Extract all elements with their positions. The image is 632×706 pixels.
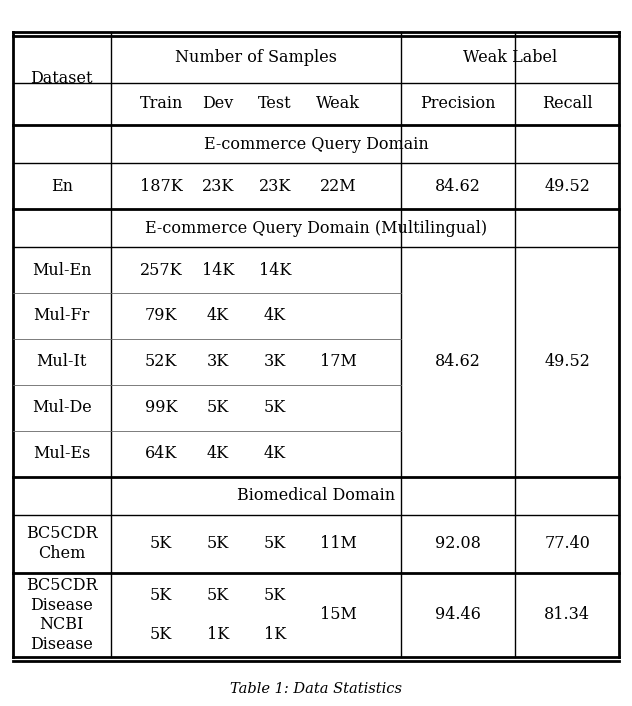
Text: Mul-It: Mul-It (37, 353, 87, 371)
Text: 77.40: 77.40 (544, 535, 590, 552)
Text: 81.34: 81.34 (544, 606, 590, 623)
Text: En: En (51, 177, 73, 195)
Text: 5K: 5K (207, 399, 229, 417)
Text: 5K: 5K (207, 587, 229, 604)
Text: 5K: 5K (150, 587, 173, 604)
Text: 84.62: 84.62 (435, 177, 481, 195)
Text: BC5CDR
Disease
NCBI
Disease: BC5CDR Disease NCBI Disease (26, 577, 97, 653)
Text: 99K: 99K (145, 399, 178, 417)
Text: Mul-De: Mul-De (32, 399, 92, 417)
Text: 23K: 23K (258, 177, 291, 195)
Text: 5K: 5K (264, 535, 286, 552)
Text: Dev: Dev (202, 95, 234, 112)
Text: 5K: 5K (264, 587, 286, 604)
Text: Dataset: Dataset (30, 70, 93, 87)
Text: 3K: 3K (207, 353, 229, 371)
Text: 92.08: 92.08 (435, 535, 481, 552)
Text: 14K: 14K (202, 261, 234, 279)
Text: 4K: 4K (264, 445, 286, 462)
Text: 64K: 64K (145, 445, 178, 462)
Text: 1K: 1K (207, 626, 229, 643)
Text: Precision: Precision (420, 95, 496, 112)
Text: Test: Test (258, 95, 292, 112)
Text: Number of Samples: Number of Samples (175, 49, 337, 66)
Text: 49.52: 49.52 (544, 353, 590, 371)
Text: 5K: 5K (207, 535, 229, 552)
Text: 49.52: 49.52 (544, 177, 590, 195)
Text: 84.62: 84.62 (435, 353, 481, 371)
Text: 52K: 52K (145, 353, 178, 371)
Text: 5K: 5K (264, 399, 286, 417)
Text: 4K: 4K (207, 445, 229, 462)
Text: Train: Train (140, 95, 183, 112)
Text: 5K: 5K (150, 626, 173, 643)
Text: 22M: 22M (320, 177, 356, 195)
Text: Biomedical Domain: Biomedical Domain (237, 487, 395, 504)
Text: 187K: 187K (140, 177, 183, 195)
Text: 3K: 3K (264, 353, 286, 371)
Text: Table 1: Data Statistics: Table 1: Data Statistics (230, 682, 402, 696)
Text: Mul-Es: Mul-Es (33, 445, 90, 462)
Text: Mul-En: Mul-En (32, 261, 92, 279)
Text: 15M: 15M (320, 606, 356, 623)
Text: BC5CDR
Chem: BC5CDR Chem (26, 525, 97, 562)
Text: 1K: 1K (264, 626, 286, 643)
Text: 94.46: 94.46 (435, 606, 481, 623)
Text: 4K: 4K (264, 307, 286, 325)
Text: Weak Label: Weak Label (463, 49, 557, 66)
Text: Weak: Weak (316, 95, 360, 112)
Text: Recall: Recall (542, 95, 593, 112)
Text: 14K: 14K (258, 261, 291, 279)
Text: E-commerce Query Domain (Multilingual): E-commerce Query Domain (Multilingual) (145, 220, 487, 237)
Text: 23K: 23K (202, 177, 234, 195)
Text: Mul-Fr: Mul-Fr (33, 307, 90, 325)
Text: 5K: 5K (150, 535, 173, 552)
Text: E-commerce Query Domain: E-commerce Query Domain (204, 136, 428, 152)
Text: 11M: 11M (320, 535, 356, 552)
Text: 17M: 17M (320, 353, 356, 371)
Text: 257K: 257K (140, 261, 183, 279)
Text: 4K: 4K (207, 307, 229, 325)
Text: 79K: 79K (145, 307, 178, 325)
